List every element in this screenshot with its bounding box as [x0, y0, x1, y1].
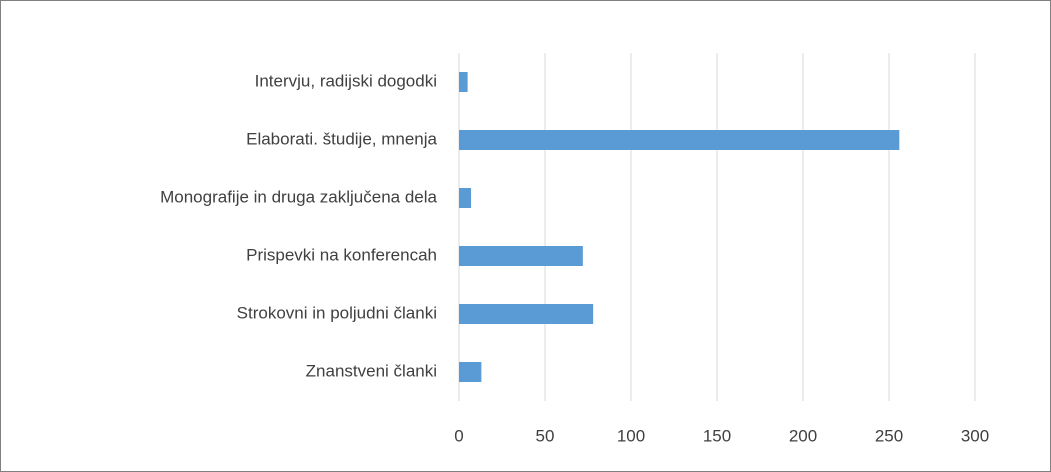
y-tick-label: Strokovni in poljudni članki [237, 303, 437, 322]
y-tick-label: Znanstveni članki [306, 361, 437, 380]
x-tick-label: 150 [703, 426, 731, 445]
bar [459, 304, 594, 324]
x-tick-label: 100 [617, 426, 645, 445]
y-tick-label: Elaborati. študije, mnenja [246, 129, 437, 148]
bar [459, 188, 472, 208]
y-tick-label: Monografije in druga zaključena dela [160, 187, 437, 206]
y-tick-label: Intervju, radijski dogodki [255, 71, 437, 90]
x-tick-label: 200 [789, 426, 817, 445]
x-tick-label: 0 [454, 426, 463, 445]
x-tick-label: 300 [961, 426, 989, 445]
y-tick-label: Prispevki na konferencah [246, 245, 437, 264]
bar [459, 72, 468, 92]
x-tick-label: 250 [875, 426, 903, 445]
x-tick-label: 50 [536, 426, 555, 445]
bar [459, 130, 900, 150]
bar [459, 362, 482, 382]
bar [459, 246, 583, 266]
